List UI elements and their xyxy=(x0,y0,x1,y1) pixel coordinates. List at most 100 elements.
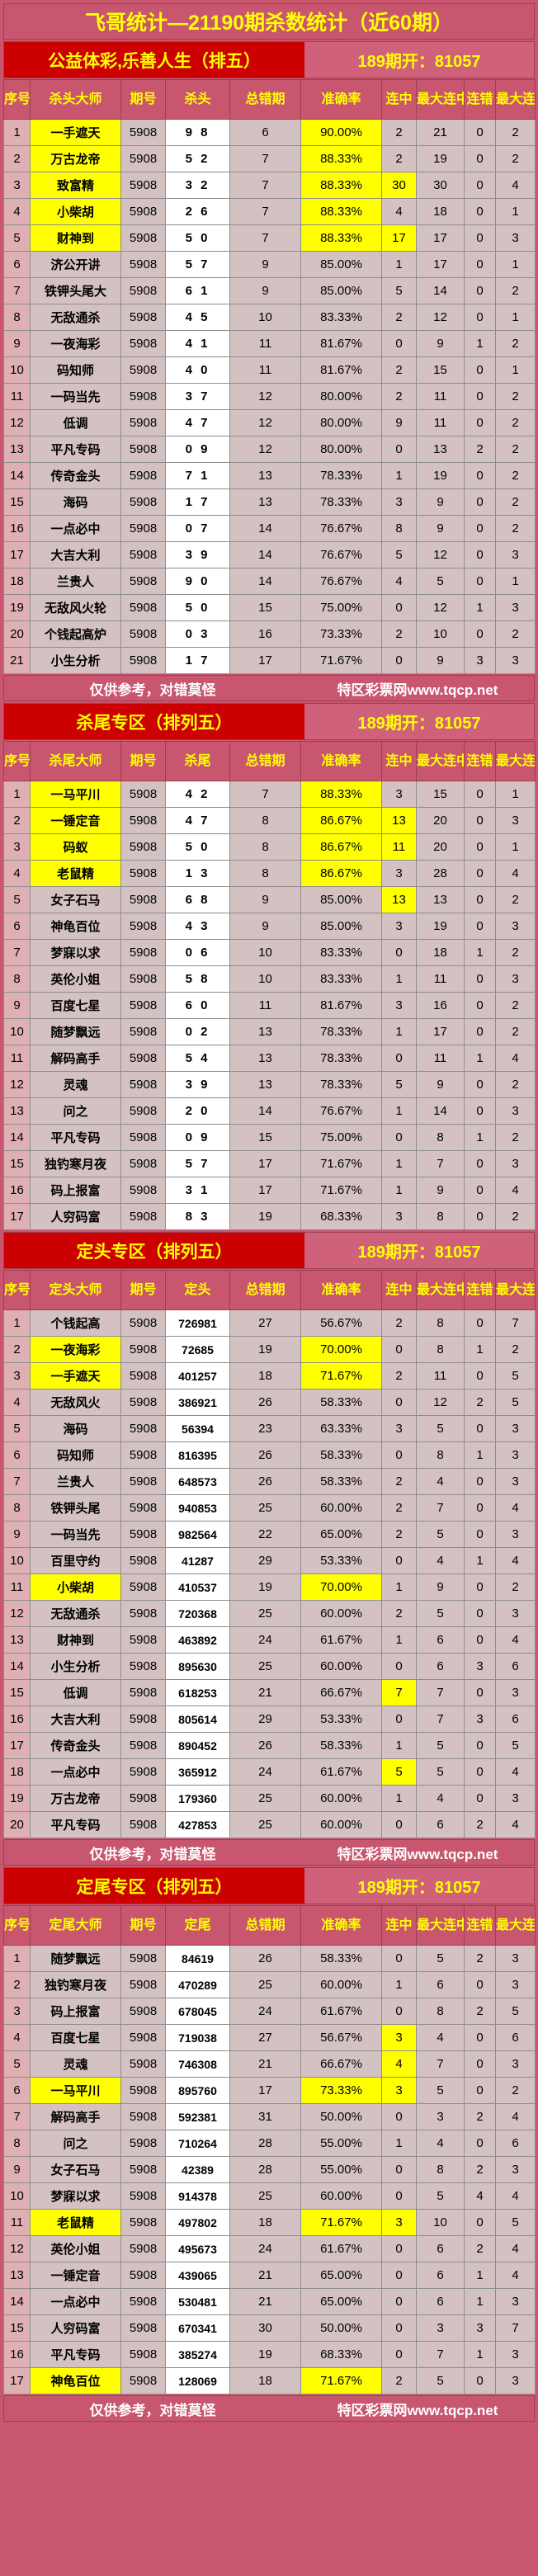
table-row[interactable]: 1 一马平川 5908 4 2 7 88.33% 3 15 0 1 xyxy=(3,781,536,808)
site-url[interactable]: 特区彩票网www.tqcp.net xyxy=(337,682,498,698)
section-title: 杀尾专区（排列五） xyxy=(4,704,304,739)
table-row[interactable]: 3 码蚁 5908 5 0 8 86.67% 11 20 0 1 xyxy=(3,833,536,861)
table-row[interactable]: 8 铁钾头尾 5908 940853 25 60.00% 2 7 0 4 xyxy=(3,1494,536,1522)
table-row[interactable]: 20 个钱起高炉 5908 0 3 16 73.33% 2 10 0 2 xyxy=(3,620,536,648)
table-row[interactable]: 3 一手遮天 5908 401257 18 71.67% 2 11 0 5 xyxy=(3,1362,536,1389)
period-number: 5908 xyxy=(120,2077,166,2104)
table-row[interactable]: 2 一锤定音 5908 4 7 8 86.67% 13 20 0 3 xyxy=(3,807,536,834)
table-row[interactable]: 11 解码高手 5908 5 4 13 78.33% 0 11 1 4 xyxy=(3,1045,536,1072)
table-row[interactable]: 5 财神到 5908 5 0 7 88.33% 17 17 0 3 xyxy=(3,224,536,252)
table-row[interactable]: 7 铁钾头尾大 5908 6 1 9 85.00% 5 14 0 2 xyxy=(3,277,536,304)
table-row[interactable]: 10 百里守约 5908 41287 29 53.33% 0 4 1 4 xyxy=(3,1547,536,1574)
table-row[interactable]: 16 码上报富 5908 3 1 17 71.67% 1 9 0 4 xyxy=(3,1177,536,1204)
table-row[interactable]: 13 财神到 5908 463892 24 61.67% 1 6 0 4 xyxy=(3,1626,536,1654)
table-row[interactable]: 6 码知师 5908 816395 26 58.33% 0 8 1 3 xyxy=(3,1441,536,1469)
table-row[interactable]: 1 随梦飘远 5908 84619 26 58.33% 0 5 2 3 xyxy=(3,1945,536,1972)
table-row[interactable]: 15 海码 5908 1 7 13 78.33% 3 9 0 2 xyxy=(3,488,536,516)
table-row[interactable]: 21 小生分析 5908 1 7 17 71.67% 0 9 3 3 xyxy=(3,647,536,674)
consecutive-hits: 0 xyxy=(381,2341,417,2368)
table-row[interactable]: 15 人穷码富 5908 670341 30 50.00% 0 3 3 7 xyxy=(3,2314,536,2342)
table-row[interactable]: 11 一码当先 5908 3 7 12 80.00% 2 11 0 2 xyxy=(3,383,536,410)
table-row[interactable]: 17 大吉大利 5908 3 9 14 76.67% 5 12 0 3 xyxy=(3,541,536,569)
table-row[interactable]: 13 平凡专码 5908 0 9 12 80.00% 0 13 2 2 xyxy=(3,436,536,463)
table-row[interactable]: 4 老鼠精 5908 1 3 8 86.67% 3 28 0 4 xyxy=(3,860,536,887)
table-row[interactable]: 3 码上报富 5908 678045 24 61.67% 0 8 2 5 xyxy=(3,1998,536,2025)
max-consecutive-hits: 28 xyxy=(416,860,465,887)
table-row[interactable]: 6 神龟百位 5908 4 3 9 85.00% 3 19 0 3 xyxy=(3,913,536,940)
table-row[interactable]: 1 个钱起高 5908 726981 27 56.67% 2 8 0 7 xyxy=(3,1309,536,1337)
table-row[interactable]: 9 一码当先 5908 982564 22 65.00% 2 5 0 3 xyxy=(3,1521,536,1548)
table-row[interactable]: 10 随梦飘远 5908 0 2 13 78.33% 1 17 0 2 xyxy=(3,1018,536,1045)
table-row[interactable]: 13 一锤定音 5908 439065 21 65.00% 0 6 1 4 xyxy=(3,2262,536,2289)
table-row[interactable]: 14 一点必中 5908 530481 21 65.00% 0 6 1 3 xyxy=(3,2288,536,2315)
table-row[interactable]: 7 兰贵人 5908 648573 26 58.33% 2 4 0 3 xyxy=(3,1468,536,1495)
table-row[interactable]: 19 万古龙帝 5908 179360 25 60.00% 1 4 0 3 xyxy=(3,1785,536,1812)
table-row[interactable]: 1 一手遮天 5908 9 8 6 90.00% 2 21 0 2 xyxy=(3,119,536,146)
table-row[interactable]: 10 码知师 5908 4 0 11 81.67% 2 15 0 1 xyxy=(3,356,536,384)
column-header: 最大连错 xyxy=(495,1905,536,1946)
table-row[interactable]: 6 一马平川 5908 895760 17 73.33% 3 5 0 2 xyxy=(3,2077,536,2104)
table-row[interactable]: 8 问之 5908 710264 28 55.00% 1 4 0 6 xyxy=(3,2130,536,2157)
site-url[interactable]: 特区彩票网www.tqcp.net xyxy=(337,1846,498,1862)
table-row[interactable]: 4 百度七星 5908 719038 27 56.67% 3 4 0 6 xyxy=(3,2024,536,2051)
accuracy-rate: 58.33% xyxy=(300,1468,382,1495)
table-row[interactable]: 5 海码 5908 56394 23 63.33% 3 5 0 3 xyxy=(3,1415,536,1442)
table-row[interactable]: 14 传奇金头 5908 7 1 13 78.33% 1 19 0 2 xyxy=(3,462,536,489)
row-index: 17 xyxy=(3,2367,31,2394)
period-number: 5908 xyxy=(120,2156,166,2183)
table-row[interactable]: 12 无敌通杀 5908 720368 25 60.00% 2 5 0 3 xyxy=(3,1600,536,1627)
consecutive-misses: 0 xyxy=(464,1494,496,1522)
accuracy-rate: 70.00% xyxy=(300,1336,382,1363)
column-header: 连中 xyxy=(381,741,417,781)
table-row[interactable]: 7 梦寐以求 5908 0 6 10 83.33% 0 18 1 2 xyxy=(3,939,536,966)
table-row[interactable]: 8 英伦小姐 5908 5 8 10 83.33% 1 11 0 3 xyxy=(3,965,536,993)
table-row[interactable]: 12 灵魂 5908 3 9 13 78.33% 5 9 0 2 xyxy=(3,1071,536,1098)
table-row[interactable]: 5 女子石马 5908 6 8 9 85.00% 13 13 0 2 xyxy=(3,886,536,913)
row-index: 3 xyxy=(3,833,31,861)
table-row[interactable]: 4 无敌风火 5908 386921 26 58.33% 0 12 2 5 xyxy=(3,1389,536,1416)
consecutive-hits: 4 xyxy=(381,2050,417,2078)
table-row[interactable]: 11 小柴胡 5908 410537 19 70.00% 1 9 0 2 xyxy=(3,1573,536,1601)
table-row[interactable]: 17 传奇金头 5908 890452 26 58.33% 1 5 0 5 xyxy=(3,1732,536,1759)
table-row[interactable]: 16 一点必中 5908 0 7 14 76.67% 8 9 0 2 xyxy=(3,515,536,542)
table-row[interactable]: 14 平凡专码 5908 0 9 15 75.00% 0 8 1 2 xyxy=(3,1124,536,1151)
table-row[interactable]: 20 平凡专码 5908 427853 25 60.00% 0 6 2 4 xyxy=(3,1811,536,1838)
consecutive-misses: 0 xyxy=(464,251,496,278)
table-row[interactable]: 8 无敌通杀 5908 4 5 10 83.33% 2 12 0 1 xyxy=(3,304,536,331)
table-row[interactable]: 18 兰贵人 5908 9 0 14 76.67% 4 5 0 1 xyxy=(3,568,536,595)
table-row[interactable]: 5 灵魂 5908 746308 21 66.67% 4 7 0 3 xyxy=(3,2050,536,2078)
table-row[interactable]: 12 低调 5908 4 7 12 80.00% 9 11 0 2 xyxy=(3,409,536,436)
table-row[interactable]: 12 英伦小姐 5908 495673 24 61.67% 0 6 2 4 xyxy=(3,2235,536,2262)
table-row[interactable]: 4 小柴胡 5908 2 6 7 88.33% 4 18 0 1 xyxy=(3,198,536,225)
table-row[interactable]: 16 平凡专码 5908 385274 19 68.33% 0 7 1 3 xyxy=(3,2341,536,2368)
table-row[interactable]: 16 大吉大利 5908 805614 29 53.33% 0 7 3 6 xyxy=(3,1706,536,1733)
table-row[interactable]: 7 解码高手 5908 592381 31 50.00% 0 3 2 4 xyxy=(3,2103,536,2130)
table-row[interactable]: 19 无敌风火轮 5908 5 0 15 75.00% 0 12 1 3 xyxy=(3,594,536,621)
table-row[interactable]: 2 一夜海彩 5908 72685 19 70.00% 0 8 1 2 xyxy=(3,1336,536,1363)
table-row[interactable]: 3 致富精 5908 3 2 7 88.33% 30 30 0 4 xyxy=(3,172,536,199)
table-row[interactable]: 15 独钓寒月夜 5908 5 7 17 71.67% 1 7 0 3 xyxy=(3,1150,536,1177)
table-row[interactable]: 9 一夜海彩 5908 4 1 11 81.67% 0 9 1 2 xyxy=(3,330,536,357)
table-row[interactable]: 11 老鼠精 5908 497802 18 71.67% 3 10 0 5 xyxy=(3,2209,536,2236)
table-row[interactable]: 15 低调 5908 618253 21 66.67% 7 7 0 3 xyxy=(3,1679,536,1706)
table-row[interactable]: 17 人穷码富 5908 8 3 19 68.33% 3 8 0 2 xyxy=(3,1203,536,1230)
max-consecutive-hits: 5 xyxy=(416,1415,465,1442)
master-name: 独钓寒月夜 xyxy=(30,1150,121,1177)
max-consecutive-hits: 5 xyxy=(416,568,465,595)
table-row[interactable]: 14 小生分析 5908 895630 25 60.00% 0 6 3 6 xyxy=(3,1653,536,1680)
table-row[interactable]: 9 百度七星 5908 6 0 11 81.67% 3 16 0 2 xyxy=(3,992,536,1019)
consecutive-misses: 1 xyxy=(464,1124,496,1151)
table-row[interactable]: 10 梦寐以求 5908 914378 25 60.00% 0 5 4 4 xyxy=(3,2182,536,2210)
table-row[interactable]: 2 独钓寒月夜 5908 470289 25 60.00% 1 6 0 3 xyxy=(3,1971,536,1998)
table-row[interactable]: 18 一点必中 5908 365912 24 61.67% 5 5 0 4 xyxy=(3,1758,536,1786)
max-consecutive-hits: 5 xyxy=(416,2367,465,2394)
table-row[interactable]: 6 济公开讲 5908 5 7 9 85.00% 1 17 0 1 xyxy=(3,251,536,278)
table-row[interactable]: 13 问之 5908 2 0 14 76.67% 1 14 0 3 xyxy=(3,1097,536,1125)
table-row[interactable]: 9 女子石马 5908 42389 28 55.00% 0 8 2 3 xyxy=(3,2156,536,2183)
max-consecutive-hits: 19 xyxy=(416,145,465,172)
prediction-value: 4 1 xyxy=(165,330,230,357)
site-url[interactable]: 特区彩票网www.tqcp.net xyxy=(337,2402,498,2418)
consecutive-misses: 0 xyxy=(464,568,496,595)
table-row[interactable]: 17 神龟百位 5908 128069 18 71.67% 2 5 0 3 xyxy=(3,2367,536,2394)
table-row[interactable]: 2 万古龙帝 5908 5 2 7 88.33% 2 19 0 2 xyxy=(3,145,536,172)
